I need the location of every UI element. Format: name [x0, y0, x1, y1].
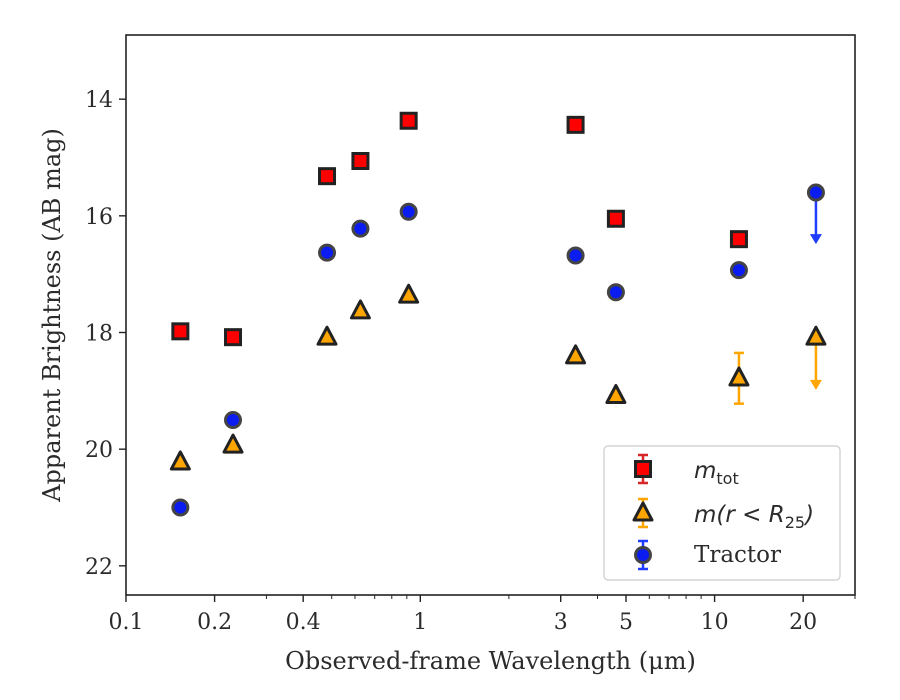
- legend-label-mtot-sub: tot: [716, 469, 738, 488]
- data-series: [169, 111, 827, 517]
- data-point-square: [606, 209, 625, 228]
- series-square: [171, 111, 748, 347]
- data-point-square: [224, 328, 243, 347]
- y-axis-ticks: 14 16 18 20 22: [85, 88, 126, 580]
- data-point-circle: [351, 219, 370, 238]
- plot-frame: [125, 34, 856, 596]
- series-triangle: [169, 283, 827, 471]
- data-point-circle: [171, 498, 190, 517]
- data-point-circle: [566, 246, 585, 265]
- data-point-square: [318, 167, 337, 186]
- legend: mtot m(r < R25) Tractor: [603, 445, 841, 581]
- y-tick-label: 18: [85, 322, 113, 347]
- data-point-square: [351, 152, 370, 170]
- data-point-triangle: [565, 344, 587, 365]
- x-tick-label: 3: [554, 610, 568, 635]
- data-point-triangle: [805, 325, 827, 346]
- data-point-circle: [606, 283, 625, 302]
- data-point-triangle: [349, 299, 371, 320]
- data-point-triangle: [222, 433, 244, 454]
- legend-label-m-r25-main: m(r < R: [694, 502, 785, 528]
- y-tick-label: 22: [85, 555, 113, 580]
- x-tick-label: 0.2: [197, 610, 232, 635]
- data-point-circle: [318, 243, 337, 262]
- legend-label-mtot: mtot: [694, 458, 739, 488]
- data-point-circle: [224, 411, 243, 429]
- upper-limit-arrow-head: [809, 379, 822, 390]
- legend-marker-circle: [634, 546, 652, 564]
- data-point-triangle: [398, 283, 420, 304]
- data-point-circle: [399, 202, 418, 221]
- x-tick-label: 0.4: [286, 610, 321, 635]
- legend-marker-triangle: [632, 501, 654, 522]
- data-point-square: [729, 230, 748, 249]
- x-tick-label: 20: [789, 610, 817, 635]
- x-axis-label: Observed-frame Wavelength (μm): [285, 647, 696, 675]
- legend-box: [603, 445, 841, 581]
- data-point-square: [171, 322, 190, 341]
- x-tick-label: 1: [413, 610, 427, 635]
- legend-label-mtot-main: m: [694, 458, 716, 484]
- x-tick-label: 0.1: [109, 610, 144, 635]
- data-point-triangle: [728, 366, 750, 387]
- x-axis-ticks: 0.1 0.2 0.4 1 3 5 10 20: [109, 595, 856, 635]
- legend-label-m-r25-sub: 25: [785, 513, 805, 532]
- y-axis-label: Apparent Brightness (AB mag): [38, 128, 66, 503]
- legend-marker-square: [634, 460, 652, 478]
- data-point-triangle: [605, 384, 627, 404]
- x-tick-label: 5: [619, 610, 633, 635]
- series-circle: [171, 183, 825, 517]
- data-point-triangle: [169, 450, 191, 471]
- data-point-circle: [806, 183, 825, 202]
- legend-markers: [632, 453, 654, 571]
- legend-label-m-r25: m(r < R25): [694, 502, 814, 532]
- data-point-triangle: [316, 325, 338, 346]
- data-point-circle: [729, 261, 748, 280]
- data-point-square: [566, 115, 585, 134]
- x-tick-label: 10: [701, 610, 729, 635]
- upper-limit-arrow-head: [809, 234, 822, 245]
- y-tick-label: 14: [85, 88, 113, 113]
- y-tick-label: 20: [85, 438, 113, 463]
- data-point-square: [399, 111, 418, 130]
- legend-label-tractor: Tractor: [694, 542, 781, 568]
- legend-label-m-r25-tail: ): [803, 502, 814, 528]
- y-tick-label: 16: [85, 205, 113, 230]
